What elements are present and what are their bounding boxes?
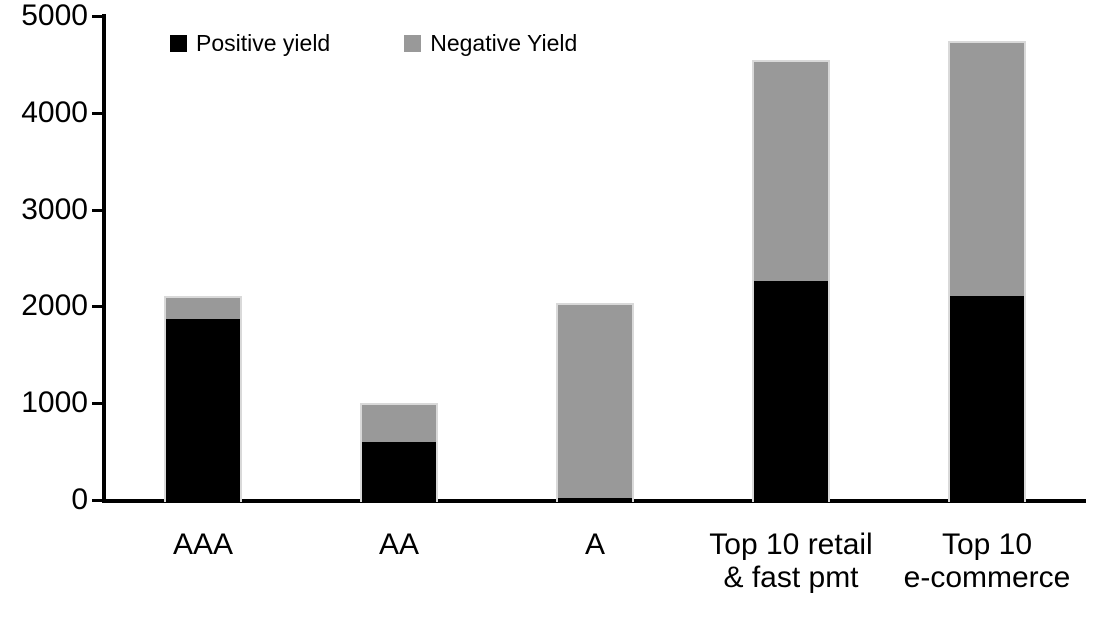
legend-swatch-negative-yield: [404, 34, 422, 52]
segment-positive-yield: [950, 295, 1024, 502]
x-axis-label-top-10-retail-fast-pmt: Top 10 retail & fast pmt: [693, 528, 889, 594]
legend-label-negative-yield: Negative Yield: [430, 30, 578, 56]
segment-negative-yield: [950, 43, 1024, 296]
y-tick-label-1000: 1000: [21, 386, 88, 420]
y-tick-mark-2000: [92, 305, 105, 309]
segment-positive-yield: [754, 281, 828, 502]
y-axis-line: [102, 14, 106, 503]
bar-aa: [360, 403, 438, 502]
legend: Positive yield Negative Yield: [170, 30, 577, 56]
legend-swatch-positive-yield: [170, 34, 187, 52]
y-tick-mark-3000: [92, 208, 105, 212]
bar-aaa: [164, 295, 242, 502]
segment-positive-yield: [362, 441, 436, 502]
bar-a: [556, 303, 634, 502]
bar-top-10-retail-fast-pmt: [752, 59, 830, 502]
y-tick-mark-5000: [92, 15, 105, 18]
segment-positive-yield: [558, 498, 632, 502]
x-axis-label-line: AAA: [172, 528, 234, 561]
x-axis-label-line: Top 10: [941, 528, 1033, 561]
segment-negative-yield: [558, 305, 632, 499]
x-axis-label-line: & fast pmt: [723, 561, 859, 594]
y-tick-label-5000: 5000: [21, 0, 88, 32]
x-axis-label-line: Top 10 retail: [709, 528, 873, 561]
segment-negative-yield: [754, 61, 828, 282]
segment-negative-yield: [166, 297, 240, 320]
y-tick-label-3000: 3000: [21, 192, 88, 226]
y-tick-label-0: 0: [71, 483, 88, 516]
y-tick-mark-1000: [92, 402, 105, 406]
x-axis-label-line: AA: [378, 528, 420, 561]
x-axis-label-aa: AA: [301, 528, 497, 561]
bar-top-10-e-commerce: [948, 41, 1026, 502]
segment-positive-yield: [166, 319, 240, 502]
x-axis-label-a: A: [497, 528, 693, 561]
segment-negative-yield: [362, 405, 436, 442]
x-axis-label-line: A: [584, 528, 605, 561]
x-axis-label-aaa: AAA: [105, 528, 301, 561]
y-tick-label-4000: 4000: [21, 95, 88, 129]
x-axis-label-line: e-commerce: [903, 561, 1071, 594]
y-tick-label-2000: 2000: [21, 289, 88, 323]
y-tick-mark-4000: [92, 111, 105, 115]
legend-label-positive-yield: Positive yield: [196, 30, 331, 56]
x-axis-label-top-10-e-commerce: Top 10 e-commerce: [889, 528, 1085, 594]
y-tick-mark-0: [92, 499, 105, 502]
